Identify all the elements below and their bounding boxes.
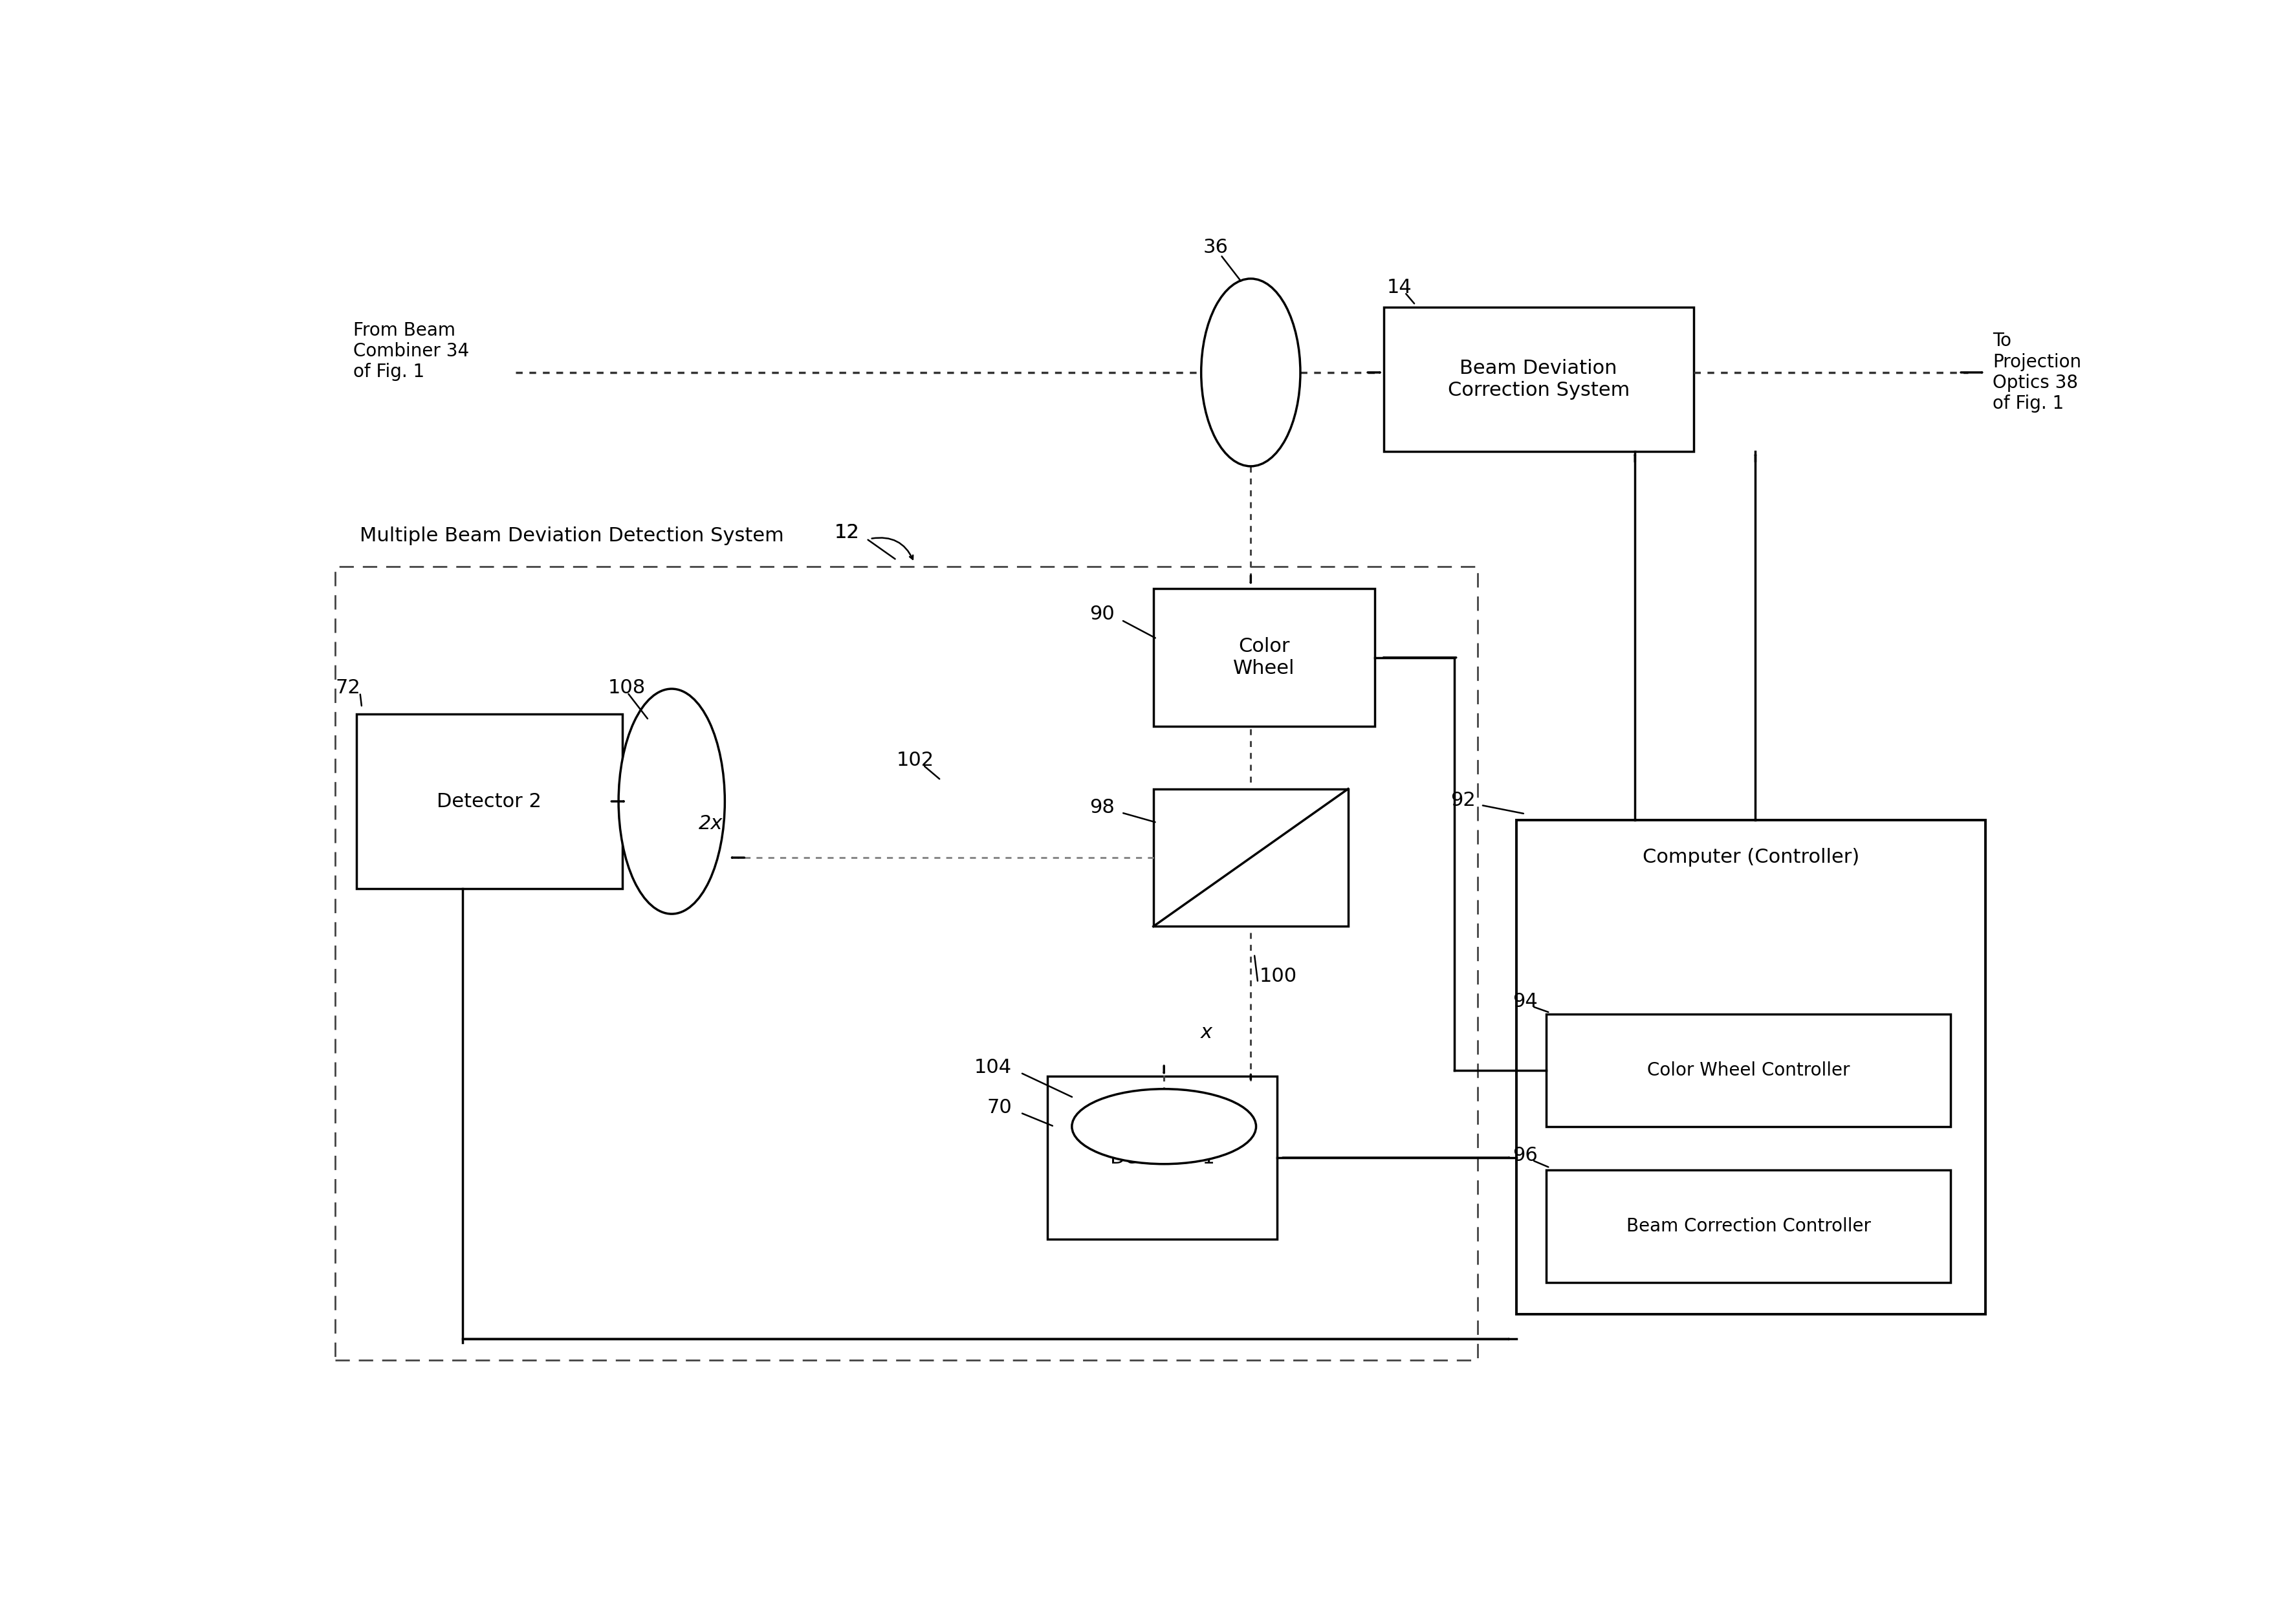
Text: 36: 36 bbox=[1202, 239, 1227, 257]
Text: Computer (Controller): Computer (Controller) bbox=[1643, 848, 1860, 866]
FancyBboxPatch shape bbox=[356, 715, 622, 888]
Text: To
Projection
Optics 38
of Fig. 1: To Projection Optics 38 of Fig. 1 bbox=[1993, 331, 2082, 412]
Text: 102: 102 bbox=[896, 750, 935, 770]
Text: Beam Correction Controller: Beam Correction Controller bbox=[1627, 1218, 1871, 1236]
Text: 100: 100 bbox=[1259, 966, 1298, 986]
Text: Beam Deviation
Correction System: Beam Deviation Correction System bbox=[1446, 359, 1629, 400]
Text: 96: 96 bbox=[1513, 1147, 1538, 1164]
Text: 12: 12 bbox=[834, 523, 859, 542]
FancyBboxPatch shape bbox=[1547, 1013, 1951, 1127]
Text: 12: 12 bbox=[834, 523, 859, 542]
Text: 94: 94 bbox=[1513, 992, 1538, 1010]
Text: 72: 72 bbox=[336, 679, 361, 697]
Text: 14: 14 bbox=[1387, 278, 1412, 297]
FancyBboxPatch shape bbox=[1154, 789, 1348, 926]
Text: Color
Wheel: Color Wheel bbox=[1234, 637, 1296, 677]
FancyBboxPatch shape bbox=[1154, 590, 1376, 726]
Text: x: x bbox=[1200, 1023, 1213, 1043]
FancyBboxPatch shape bbox=[1517, 820, 1986, 1314]
FancyBboxPatch shape bbox=[1047, 1077, 1277, 1239]
Text: 92: 92 bbox=[1451, 791, 1476, 809]
Ellipse shape bbox=[1202, 279, 1300, 466]
Text: 70: 70 bbox=[987, 1098, 1012, 1117]
Text: Detector 1: Detector 1 bbox=[1111, 1148, 1216, 1168]
Text: 2x: 2x bbox=[699, 815, 722, 833]
Text: 104: 104 bbox=[973, 1059, 1012, 1077]
Ellipse shape bbox=[619, 689, 724, 914]
Text: Multiple Beam Deviation Detection System: Multiple Beam Deviation Detection System bbox=[361, 526, 784, 546]
Text: 90: 90 bbox=[1090, 604, 1115, 624]
Text: From Beam
Combiner 34
of Fig. 1: From Beam Combiner 34 of Fig. 1 bbox=[352, 322, 468, 382]
FancyBboxPatch shape bbox=[1547, 1171, 1951, 1283]
Ellipse shape bbox=[1072, 1090, 1257, 1164]
Text: 108: 108 bbox=[608, 679, 647, 697]
Text: 98: 98 bbox=[1090, 799, 1115, 817]
Text: Detector 2: Detector 2 bbox=[436, 793, 542, 810]
FancyBboxPatch shape bbox=[1385, 307, 1693, 451]
Text: Color Wheel Controller: Color Wheel Controller bbox=[1647, 1060, 1851, 1080]
